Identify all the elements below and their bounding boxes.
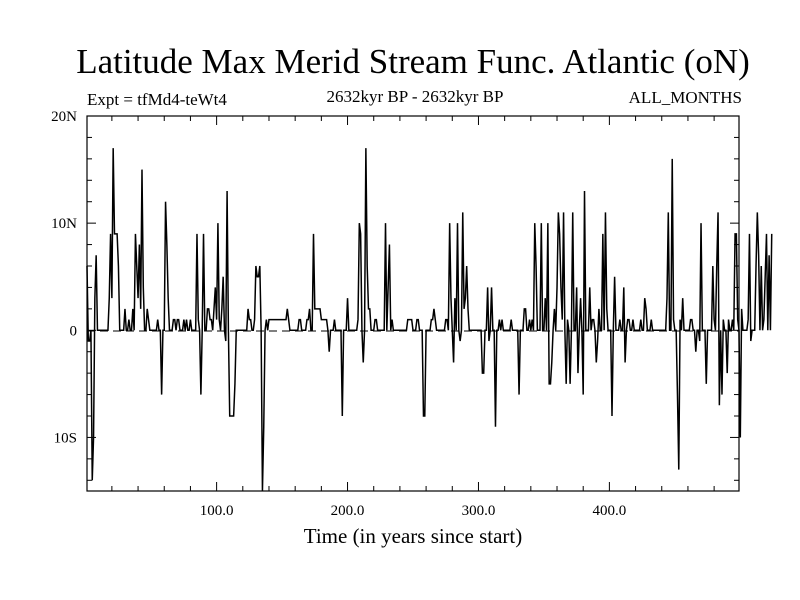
x-tick-label: 400.0	[593, 503, 627, 519]
y-tick-label: 10S	[54, 430, 77, 446]
y-tick-label: 20N	[51, 109, 77, 125]
y-tick-label: 10N	[51, 216, 77, 232]
experiment-label: Expt = tfMd4-teWt4	[87, 90, 227, 109]
x-tick-label: 100.0	[200, 503, 234, 519]
x-tick-label: 300.0	[462, 503, 496, 519]
months-label: ALL_MONTHS	[628, 88, 742, 107]
period-label: 2632kyr BP - 2632kyr BP	[326, 87, 504, 106]
series-line	[86, 148, 773, 492]
x-axis-label: Time (in years since start)	[303, 524, 523, 548]
plot-frame	[86, 115, 740, 492]
chart-title: Latitude Max Merid Stream Func. Atlantic…	[76, 42, 750, 81]
x-tick-label: 200.0	[331, 503, 365, 519]
series-layer	[86, 148, 773, 492]
axis-ticks: 100.0 200.0 300.0 400.0 10S 0 10N 20N	[51, 109, 739, 519]
y-tick-label: 0	[70, 323, 78, 339]
